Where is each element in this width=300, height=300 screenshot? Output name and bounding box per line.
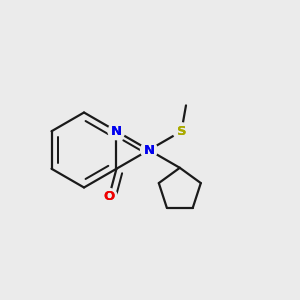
Text: N: N xyxy=(143,143,155,157)
Text: S: S xyxy=(177,125,186,138)
Text: O: O xyxy=(103,190,115,203)
Text: N: N xyxy=(143,143,155,157)
Circle shape xyxy=(108,123,125,140)
Text: S: S xyxy=(177,125,186,138)
Circle shape xyxy=(141,142,158,158)
Circle shape xyxy=(173,123,190,140)
Text: N: N xyxy=(111,125,122,138)
Text: N: N xyxy=(111,125,122,138)
Circle shape xyxy=(100,188,117,205)
Text: O: O xyxy=(103,190,115,203)
